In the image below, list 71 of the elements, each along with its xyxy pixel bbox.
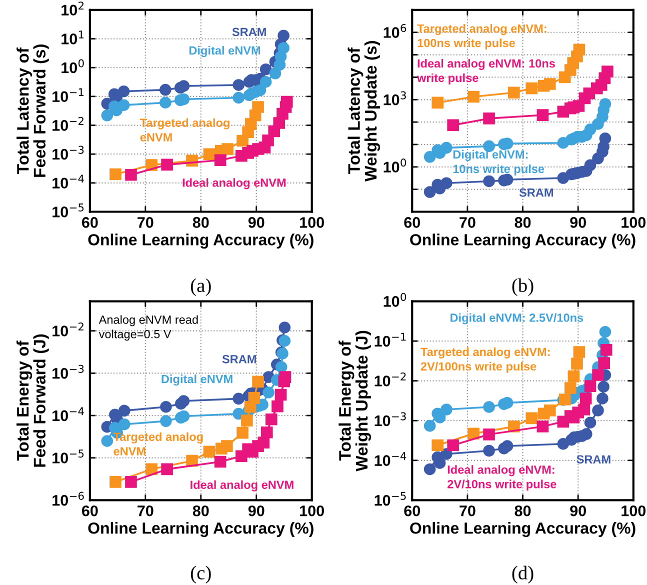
text: (b) [512, 278, 534, 296]
series-label: SRAM [232, 28, 266, 36]
x-tick-label: 90 [570, 217, 586, 228]
x-axis-title: Online Learning Accuracy (%) [410, 522, 636, 538]
text: (d) [512, 566, 534, 584]
x-tick-label: 70 [460, 505, 476, 516]
series-label: SRAM [576, 455, 610, 464]
y-tick-label: 10$^{−1}$ [374, 332, 406, 347]
series-label: Targeted analog eNVM: 100ns write pulse [417, 24, 546, 50]
x-tick-label: 80 [514, 217, 531, 228]
x-tick-label: 100 [300, 505, 324, 516]
x-tick-label: 60 [404, 217, 420, 228]
x-tick-label: 100 [622, 505, 646, 516]
y-tick-label: 10$^{0}$ [62, 59, 84, 74]
y-tick-label: 10$^{−3}$ [52, 146, 84, 160]
x-tick-label: 60 [82, 505, 98, 516]
x-axis-title: Online Learning Accuracy (%) [410, 234, 636, 249]
x-tick-label: 60 [82, 217, 98, 228]
x-tick-label: 100 [300, 217, 324, 228]
series-label: Targeted analog eNVM [113, 432, 203, 456]
x-tick-label: 70 [138, 505, 154, 516]
y-tick-label: 10$^{3}$ [384, 91, 406, 106]
y-tick-label: 10$^{−2}$ [374, 372, 406, 386]
series-label: Ideal analog eNVM: 2V/10ns write pulse [448, 465, 556, 491]
series-label: Targeted analog eNVM: 2V/100ns write pulse [420, 347, 550, 373]
y-tick-label: 10$^{−5}$ [374, 492, 406, 506]
y-tick-label: 10$^{−4}$ [52, 407, 84, 422]
x-tick-label: 90 [570, 505, 586, 516]
y-tick-label: 10$^{−6}$ [52, 492, 84, 506]
y-axis-title: Total Latency of Weight Update (s) [348, 41, 380, 182]
y-axis-title: Total Energy of Feed Forward (J) [16, 334, 49, 467]
y-tick-label: 10$^{0}$ [384, 292, 406, 307]
series-label: Digital eNVM: 10ns write pulse [453, 150, 544, 176]
x-tick-label: 80 [514, 505, 531, 516]
y-axis-title: Total Latency of Feed Forward (s) [16, 44, 49, 177]
text: Digital eNVM [162, 374, 232, 386]
series-label: Ideal analog eNVM [190, 480, 294, 492]
series-label: SRAM [222, 354, 256, 364]
y-tick-label: 10$^{−3}$ [374, 412, 406, 426]
series-label: Ideal analog eNVM: 10ns write pulse [416, 58, 555, 84]
series-label: Digital eNVM [189, 46, 260, 58]
text: (c) [190, 566, 211, 584]
y-axis-title: Total Energy of Weight Update (J) [338, 330, 372, 472]
y-tick-label: 10$^{−1}$ [52, 88, 84, 102]
series-label: Digital eNVM: 2.5V/10ns [450, 313, 584, 324]
y-tick-label: 10$^{−2}$ [52, 116, 84, 131]
y-tick-label: 10$^{−2}$ [52, 322, 84, 336]
y-tick-label: 10$^{−3}$ [52, 364, 84, 379]
x-axis-title: Online Learning Accuracy (%) [88, 234, 314, 249]
x-tick-label: 70 [138, 217, 154, 228]
annotation: Analog eNVM read voltage=0.5 V [98, 315, 198, 341]
x-tick-label: 90 [248, 505, 264, 516]
x-tick-label: 80 [192, 505, 209, 516]
y-tick-label: 10$^{−5}$ [52, 450, 84, 464]
text: (a) [190, 278, 211, 296]
y-tick-label: 10$^{0}$ [384, 158, 406, 172]
y-tick-label: 10$^{−5}$ [52, 204, 84, 218]
x-tick-label: 60 [404, 505, 420, 516]
x-tick-label: 70 [460, 217, 476, 228]
series-label: Targeted analog eNVM [140, 118, 230, 142]
y-tick-label: 10$^{6}$ [384, 24, 406, 38]
x-tick-label: 80 [192, 217, 209, 228]
series-label: SRAM [519, 188, 553, 197]
x-tick-label: 100 [622, 217, 646, 228]
y-tick-label: 10$^{2}$ [62, 2, 84, 16]
y-tick-label: 10$^{−4}$ [374, 452, 406, 466]
y-tick-label: 10$^{1}$ [62, 30, 84, 44]
y-tick-label: 10$^{−4}$ [52, 174, 84, 189]
x-tick-label: 90 [248, 217, 264, 228]
x-axis-title: Online Learning Accuracy (%) [88, 522, 314, 538]
series-label: Ideal analog eNVM [182, 178, 286, 190]
